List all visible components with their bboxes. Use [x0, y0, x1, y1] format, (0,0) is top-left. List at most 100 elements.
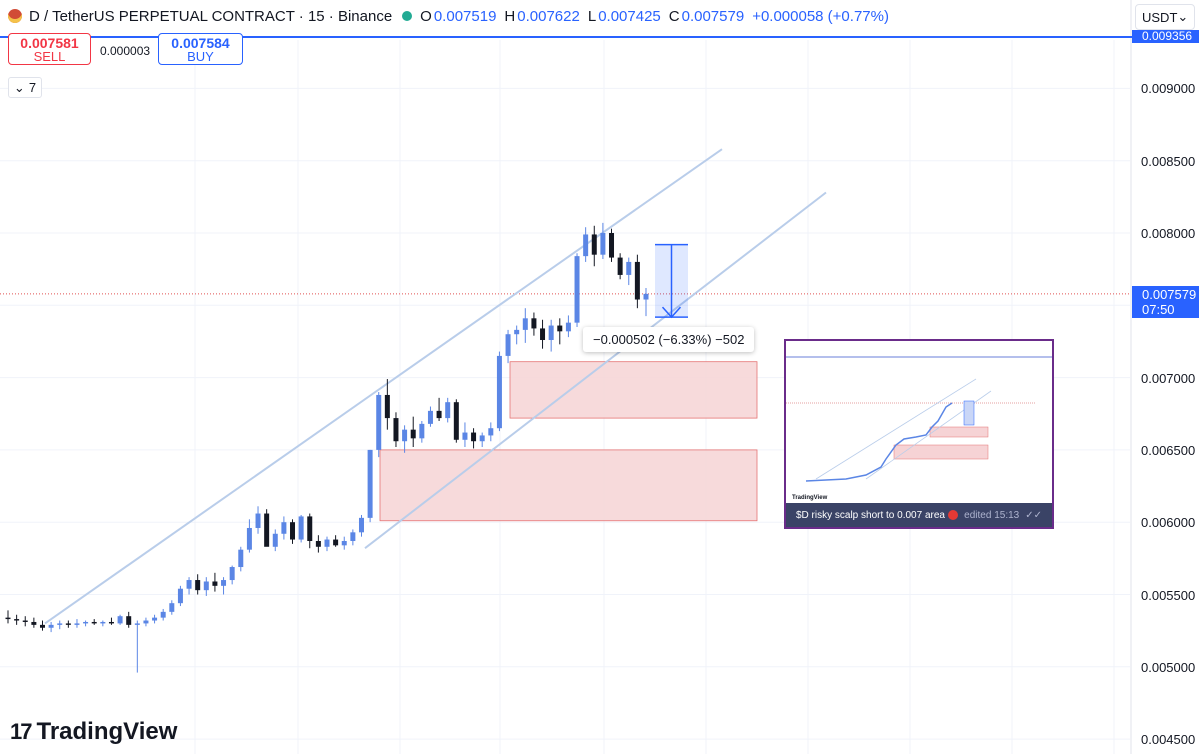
candle-body: [57, 623, 63, 625]
candle-body: [48, 624, 54, 628]
inset-caption: $D risky scalp short to 0.007 area edite…: [786, 503, 1052, 527]
candle-body: [290, 522, 296, 540]
current-price-tag: 0.007579 07:50: [1132, 286, 1199, 318]
candle-body: [583, 234, 589, 257]
open-label: O: [420, 7, 432, 25]
candle-body: [108, 621, 114, 624]
candle-body: [453, 402, 459, 440]
candle-body: [315, 540, 321, 547]
axis-tick: 0.006500: [1141, 443, 1196, 458]
candle-body: [548, 325, 554, 341]
candle-body: [31, 621, 37, 625]
axis-tick: 0.009000: [1141, 81, 1196, 96]
inset-image: TradingView $D risky scalp short to 0.00…: [786, 341, 1052, 527]
candle-body: [643, 293, 649, 300]
candle-body: [169, 603, 175, 612]
candle-body: [350, 532, 356, 541]
open-value: 0.007519: [433, 7, 497, 25]
currency-select[interactable]: USDT ⌄: [1135, 4, 1195, 30]
red-circle-icon: [947, 510, 958, 520]
tradingview-wordmark: TradingView: [36, 718, 178, 745]
buy-button[interactable]: 0.007584 BUY: [158, 33, 243, 65]
candle-body: [255, 513, 261, 528]
candle-body: [427, 410, 433, 424]
line-price-tag: 0.009356: [1132, 30, 1199, 43]
candle-body: [574, 256, 580, 323]
candle-body: [195, 580, 201, 591]
candle-body: [565, 322, 571, 332]
market-status-dot-icon: [402, 11, 413, 21]
candle-body: [531, 318, 537, 329]
buy-label: BUY: [187, 49, 214, 64]
candle-body: [376, 394, 382, 450]
axis-tick: 0.008000: [1141, 226, 1196, 241]
inset-screenshot[interactable]: TradingView $D risky scalp short to 0.00…: [784, 339, 1054, 529]
inset-caption-text: $D risky scalp short to 0.007 area: [796, 509, 945, 521]
indicators-count: 7: [28, 80, 37, 95]
symbol-title[interactable]: D / TetherUS PERPETUAL CONTRACT · 15 · B…: [29, 7, 393, 25]
candle-body: [600, 233, 606, 255]
candle-body: [212, 581, 218, 586]
candle-body: [307, 516, 313, 541]
low-label: L: [587, 7, 597, 25]
candle-body: [14, 619, 20, 621]
candle-body: [479, 435, 485, 442]
candle-body: [246, 527, 252, 550]
low-value: 0.007425: [598, 7, 661, 25]
sell-price: 0.007581: [20, 35, 79, 51]
bar-countdown: 07:50: [1142, 302, 1175, 317]
axis-tick: 0.005500: [1141, 588, 1196, 603]
candle-body: [117, 616, 123, 624]
current-price: 0.007579: [1142, 287, 1197, 302]
candle-body: [384, 394, 390, 419]
chevron-down-icon: ⌄: [13, 79, 25, 95]
candle-body: [402, 429, 408, 442]
inset-edited-time: edited 15:13: [964, 509, 1020, 521]
candle-body: [358, 517, 364, 533]
candle-body: [238, 549, 244, 568]
tradingview-logo[interactable]: 17 TradingView: [10, 718, 177, 746]
candle-body: [134, 623, 140, 625]
symbol-logo-icon: [8, 9, 22, 23]
candle-body: [514, 329, 520, 335]
candle-body: [445, 402, 451, 419]
candle-body: [160, 611, 166, 618]
close-value: 0.007579: [681, 7, 745, 25]
candle-body: [522, 318, 528, 330]
channel-upper-line: [44, 148, 723, 625]
high-value: 0.007622: [517, 7, 580, 25]
measure-tooltip: −0.000502 (−6.33%) −502: [583, 327, 755, 352]
channel-lower-line: [364, 191, 827, 550]
candle-body: [462, 432, 468, 440]
sell-label: SELL: [33, 49, 66, 64]
axis-tick: 0.004500: [1141, 732, 1196, 747]
candle-body: [74, 623, 80, 625]
candle-body: [22, 620, 28, 622]
demand-zone: [509, 361, 758, 419]
candle-body: [471, 432, 477, 442]
candle-body: [203, 581, 209, 591]
high-label: H: [504, 7, 516, 25]
candle-body: [83, 621, 89, 624]
indicators-toggle-button[interactable]: ⌄ 7: [8, 77, 42, 98]
candle-body: [341, 540, 347, 546]
chevron-down-icon: ⌄: [1177, 9, 1189, 24]
candle-body: [496, 355, 502, 429]
candle-body: [100, 621, 106, 624]
candle-body: [186, 580, 192, 589]
candle-body: [39, 624, 45, 628]
candle-body: [272, 533, 278, 547]
candle-body: [634, 261, 640, 300]
tradingview-mark-icon: 17: [10, 719, 33, 744]
inset-logo: TradingView: [792, 495, 828, 501]
sell-button[interactable]: 0.007581 SELL: [8, 33, 91, 65]
candle-body: [540, 328, 546, 341]
candle-body: [617, 257, 623, 275]
candle-body: [488, 428, 494, 436]
chart-header: D / TetherUS PERPETUAL CONTRACT · 15 · B…: [8, 6, 889, 26]
change-value: +0.000058 (+0.77%): [752, 7, 889, 25]
candle-body: [324, 539, 330, 547]
candle-body: [393, 418, 399, 442]
candle-body: [264, 513, 270, 547]
candle-body: [177, 588, 183, 604]
